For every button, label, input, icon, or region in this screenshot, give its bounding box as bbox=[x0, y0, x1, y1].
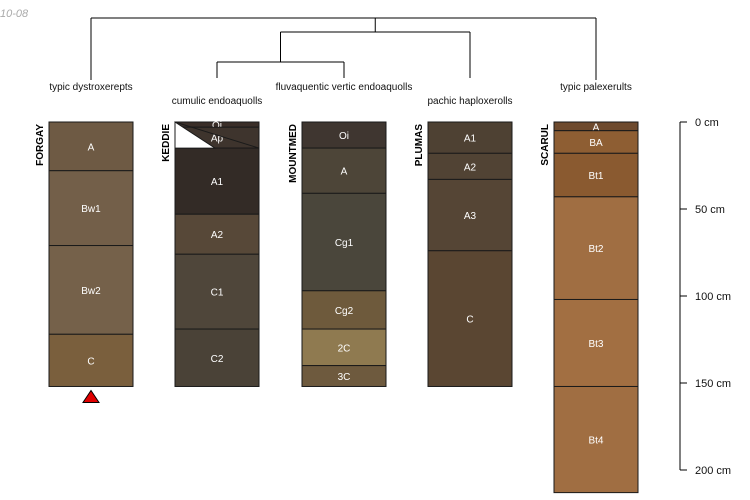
depth-tick-label: 50 cm bbox=[695, 204, 725, 216]
horizon-forgay-c bbox=[48, 333, 134, 387]
depth-tick-label: 0 cm bbox=[695, 117, 719, 129]
horizon-keddie-c2 bbox=[174, 328, 260, 387]
o-horizon-diagonal bbox=[174, 121, 260, 149]
horizon-label: A1 bbox=[464, 134, 477, 145]
horizon-label: 3C bbox=[338, 372, 351, 383]
classification-label: cumulic endoaquolls bbox=[172, 96, 263, 107]
horizon-label: Cg2 bbox=[335, 306, 354, 317]
horizon-mountmed-cg1 bbox=[301, 192, 387, 292]
horizon-label: A bbox=[341, 167, 348, 178]
horizon-plumas-a3 bbox=[427, 178, 513, 252]
horizon-scarul-bt4 bbox=[553, 385, 639, 494]
horizon-label: 2C bbox=[338, 343, 351, 354]
profile-name-label: FORGAY bbox=[35, 124, 46, 166]
dendrogram bbox=[90, 17, 597, 80]
horizon-label: Bw1 bbox=[81, 204, 101, 215]
horizon-keddie-c1 bbox=[174, 253, 260, 330]
profile-keddie: Oi Ap A1 A2 C1 C2 KEDDIE cumulic endoaquolls bbox=[161, 96, 263, 387]
o-horizon-wedge bbox=[174, 121, 217, 149]
horizon-scarul-bt3 bbox=[553, 298, 639, 387]
depth-tick-label: 200 cm bbox=[695, 465, 731, 477]
horizon-label: Bt4 bbox=[588, 436, 603, 447]
horizon-keddie-a2 bbox=[174, 213, 260, 255]
profile-name-label: MOUNTMED bbox=[288, 124, 299, 183]
horizon-label: A2 bbox=[464, 162, 477, 173]
profile-mountmed: Oi A Cg1 Cg2 2C 3C MOUNTMED fluvaquentic vertic… bbox=[276, 82, 413, 387]
horizon-mountmed-2c bbox=[301, 328, 387, 367]
depth-tick-label: 100 cm bbox=[695, 291, 731, 303]
horizon-label: A1 bbox=[211, 177, 224, 188]
horizon-label: C2 bbox=[211, 354, 224, 365]
horizon-label: Cg1 bbox=[335, 238, 354, 249]
horizon-label: C1 bbox=[211, 288, 224, 299]
depth-tick-label: 150 cm bbox=[695, 378, 731, 390]
profile-scarul: A BA Bt1 Bt2 Bt3 Bt4 SCARUL typic palexerults bbox=[540, 82, 639, 494]
horizon-label: Bt3 bbox=[588, 339, 603, 350]
horizon-scarul-bt2 bbox=[553, 196, 639, 300]
figure-id-label: 10-08 bbox=[0, 8, 29, 20]
classification-label: typic palexerults bbox=[560, 82, 632, 93]
horizon-mountmed-cg2 bbox=[301, 290, 387, 330]
horizon-label: Oi bbox=[339, 131, 349, 142]
horizon-label: Oi bbox=[212, 121, 222, 132]
profile-forgay: A Bw1 Bw2 C FORGAY typic dystroxerepts bbox=[35, 82, 134, 403]
horizon-label: BA bbox=[589, 138, 603, 149]
profile-name-label: SCARUL bbox=[540, 124, 551, 166]
horizon-plumas-a2 bbox=[427, 152, 513, 180]
horizon-label: A3 bbox=[464, 211, 477, 222]
horizon-label: Bw2 bbox=[81, 286, 101, 297]
profile-plumas: A1 A2 A3 C PLUMAS pachic haploxerolls bbox=[414, 96, 513, 387]
horizon-forgay-a bbox=[48, 121, 134, 172]
horizon-label: Bt2 bbox=[588, 244, 603, 255]
horizon-plumas-a1 bbox=[427, 121, 513, 154]
profile-name-label: KEDDIE bbox=[161, 124, 172, 162]
horizon-label: A bbox=[88, 142, 95, 153]
horizon-mountmed-3c bbox=[301, 365, 387, 387]
horizon-plumas-c bbox=[427, 250, 513, 387]
horizon-scarul-bt1 bbox=[553, 152, 639, 198]
horizon-mountmed-oi bbox=[301, 121, 387, 149]
depth-axis: 0 cm 50 cm 100 cm 150 cm 200 cm bbox=[679, 117, 731, 477]
classification-label: fluvaquentic vertic endoaquolls bbox=[276, 82, 413, 93]
horizon-label: C bbox=[466, 315, 473, 326]
classification-label: pachic haploxerolls bbox=[427, 96, 512, 107]
horizon-mountmed-a bbox=[301, 147, 387, 194]
horizon-label: Bt1 bbox=[588, 171, 603, 182]
horizon-label: Ap bbox=[211, 134, 224, 145]
profile-name-label: PLUMAS bbox=[414, 124, 425, 167]
red-triangle-marker bbox=[82, 389, 100, 403]
horizon-label: A2 bbox=[211, 230, 224, 241]
horizon-label: A bbox=[593, 122, 600, 133]
horizon-keddie-a1 bbox=[174, 147, 260, 215]
horizon-label: C bbox=[87, 356, 94, 367]
classification-label: typic dystroxerepts bbox=[49, 82, 132, 93]
